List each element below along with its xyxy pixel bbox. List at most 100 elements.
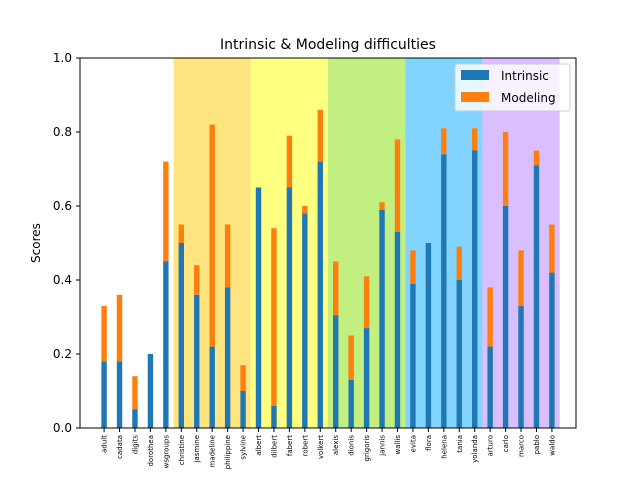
- bar-modeling-alexis: [333, 261, 339, 316]
- bar-intrinsic-jasmine: [194, 294, 200, 428]
- bar-intrinsic-madeline: [209, 346, 215, 428]
- band-0: [96, 58, 174, 428]
- bar-modeling-robert: [302, 206, 308, 214]
- bar-intrinsic-carlo: [502, 206, 509, 428]
- x-tick-label-waldo: waldo: [548, 435, 556, 456]
- bar-intrinsic-fabert: [286, 187, 293, 428]
- bar-intrinsic-evita: [410, 283, 416, 428]
- bar-intrinsic-helena: [441, 154, 447, 428]
- bar-intrinsic-wallis: [394, 231, 401, 428]
- bar-intrinsic-albert: [255, 187, 262, 428]
- bar-intrinsic-philippine: [224, 287, 231, 428]
- x-tick-label-jannis: jannis: [379, 435, 387, 457]
- x-tick-label-grigoris: grigoris: [363, 435, 371, 462]
- y-axis: 0.0 0.2 0.4 0.6 0.8 1.0: [53, 51, 80, 435]
- bar-modeling-wallis: [394, 139, 401, 232]
- bar-intrinsic-adult: [101, 361, 107, 428]
- x-tick-label-cadata: cadata: [116, 435, 124, 459]
- bar-modeling-volkert: [317, 109, 323, 162]
- y-tick-label-4: 0.8: [53, 125, 72, 139]
- bar-modeling-dionis: [348, 335, 354, 380]
- bar-intrinsic-marco: [518, 305, 524, 428]
- bar-modeling-madeline: [209, 124, 215, 347]
- y-tick-label-0: 0.0: [53, 421, 72, 435]
- bar-intrinsic-dorothea: [147, 354, 154, 428]
- bar-modeling-jannis: [379, 202, 385, 210]
- bar-intrinsic-robert: [302, 213, 308, 428]
- y-tick-label-3: 0.6: [53, 199, 72, 213]
- x-tick-label-fabert: fabert: [286, 435, 294, 456]
- bar-modeling-fabert: [286, 135, 293, 188]
- legend-label-intrinsic: Intrinsic: [501, 69, 549, 83]
- x-tick-label-robert: robert: [301, 435, 309, 457]
- bar-modeling-yolanda: [471, 128, 478, 151]
- x-tick-label-christine: christine: [178, 435, 186, 465]
- bar-intrinsic-sylvine: [240, 391, 246, 428]
- x-axis: adult cadata digits dorothea wsgroups christi…: [101, 428, 556, 469]
- x-tick-label-marco: marco: [518, 435, 526, 457]
- bar-intrinsic-cadata: [116, 361, 123, 428]
- plot-frame: [79, 57, 577, 429]
- bar-modeling-dilbert: [271, 228, 277, 406]
- x-tick-label-carlo: carlo: [502, 435, 510, 452]
- y-axis-label: Scores: [29, 223, 43, 263]
- bar-intrinsic-alexis: [333, 315, 339, 428]
- bar-intrinsic-grigoris: [363, 328, 370, 428]
- x-tick-label-evita: evita: [409, 435, 417, 452]
- bar-intrinsic-volkert: [317, 161, 323, 428]
- bar-modeling-tania: [456, 246, 462, 280]
- bar-intrinsic-flora: [425, 243, 432, 428]
- x-tick-label-jasmine: jasmine: [193, 435, 201, 463]
- bars: [101, 109, 555, 429]
- bar-modeling-adult: [101, 305, 107, 362]
- legend-label-modeling: Modeling: [501, 91, 556, 105]
- bar-modeling-arturo: [487, 287, 493, 347]
- x-tick-label-yolanda: yolanda: [471, 435, 479, 463]
- bar-modeling-philippine: [224, 224, 231, 288]
- x-tick-label-helena: helena: [440, 435, 448, 459]
- x-tick-label-albert: albert: [255, 435, 263, 456]
- bar-intrinsic-waldo: [549, 272, 555, 428]
- bar-intrinsic-wsgroups: [163, 261, 169, 428]
- bar-intrinsic-jannis: [379, 209, 385, 428]
- bar-modeling-evita: [410, 250, 416, 284]
- bar-intrinsic-digits: [132, 409, 138, 428]
- bar-intrinsic-dionis: [348, 379, 354, 428]
- chart-title: Intrinsic & Modeling difficulties: [220, 37, 436, 53]
- y-tick-label-1: 0.2: [53, 347, 72, 361]
- bar-modeling-grigoris: [363, 276, 370, 329]
- x-tick-label-wallis: wallis: [394, 435, 402, 455]
- x-tick-label-arturo: arturo: [487, 435, 495, 456]
- legend-swatch-intrinsic: [461, 70, 489, 80]
- bar-modeling-wsgroups: [163, 161, 169, 262]
- x-tick-label-madeline: madeline: [209, 435, 217, 468]
- bar-modeling-helena: [441, 128, 447, 155]
- x-tick-label-philippine: philippine: [224, 435, 232, 469]
- x-tick-label-digits: digits: [131, 435, 139, 455]
- legend: Intrinsic Modeling: [454, 63, 571, 112]
- bar-intrinsic-arturo: [487, 346, 493, 428]
- bar-intrinsic-dilbert: [271, 405, 277, 428]
- x-tick-label-dorothea: dorothea: [147, 435, 155, 467]
- bar-intrinsic-yolanda: [471, 150, 478, 428]
- bar-intrinsic-pablo: [533, 165, 540, 429]
- x-tick-label-dionis: dionis: [348, 435, 356, 456]
- x-tick-label-adult: adult: [101, 435, 109, 453]
- bar-modeling-sylvine: [240, 365, 246, 391]
- x-tick-label-pablo: pablo: [533, 435, 541, 454]
- x-tick-label-tania: tania: [456, 435, 464, 453]
- bar-intrinsic-christine: [178, 243, 185, 428]
- bar-modeling-pablo: [533, 150, 540, 166]
- y-tick-label-2: 0.4: [53, 273, 72, 287]
- legend-swatch-modeling: [461, 92, 489, 102]
- bar-modeling-marco: [518, 250, 524, 306]
- bar-modeling-cadata: [116, 294, 123, 362]
- y-tick-label-5: 1.0: [53, 51, 72, 65]
- bar-modeling-christine: [178, 224, 185, 243]
- x-tick-label-wsgroups: wsgroups: [162, 435, 170, 469]
- bar-modeling-waldo: [549, 224, 555, 273]
- x-tick-label-flora: flora: [425, 435, 433, 451]
- x-tick-label-volkert: volkert: [317, 435, 325, 459]
- x-tick-label-alexis: alexis: [332, 435, 340, 456]
